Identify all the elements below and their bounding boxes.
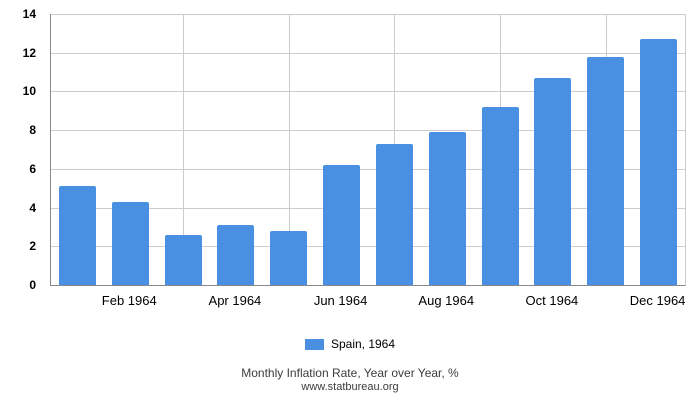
- legend-label: Spain, 1964: [330, 337, 396, 351]
- legend: Spain, 1964: [0, 337, 700, 351]
- bar-mar-1964: [164, 234, 202, 285]
- plot-area: [50, 14, 686, 286]
- y-axis-label: 14: [22, 7, 36, 21]
- gridline-horizontal: [51, 246, 685, 248]
- y-axis: 0 2 4 6 8 10 12 14: [0, 8, 44, 291]
- gridline-horizontal: [51, 91, 685, 93]
- x-axis-label: Aug 1964: [418, 293, 475, 308]
- chart-title: Monthly Inflation Rate, Year over Year, …: [241, 366, 459, 380]
- gridline-horizontal: [51, 130, 685, 132]
- x-axis-label: Feb 1964: [101, 293, 157, 308]
- gridline-vertical: [288, 14, 290, 285]
- bar-sep-1964: [481, 106, 519, 285]
- x-axis-label: Oct 1964: [525, 293, 579, 308]
- x-axis-label: Apr 1964: [208, 293, 262, 308]
- bar-jun-1964: [323, 165, 361, 285]
- bar-nov-1964: [587, 56, 625, 285]
- gridline-horizontal: [51, 168, 685, 170]
- bar-jan-1964: [58, 186, 96, 285]
- y-axis-label: 6: [29, 161, 36, 176]
- gridline-horizontal: [51, 14, 685, 15]
- bar-feb-1964: [111, 201, 149, 285]
- y-axis-label: 4: [29, 200, 36, 215]
- y-axis-label: 2: [29, 239, 36, 254]
- gridline-horizontal: [51, 52, 685, 54]
- bar-may-1964: [270, 230, 308, 285]
- bar-jul-1964: [375, 143, 413, 285]
- y-axis-label: 0: [29, 278, 36, 292]
- y-axis-label: 12: [22, 45, 36, 60]
- gridline-vertical: [183, 14, 185, 285]
- gridline-horizontal: [51, 207, 685, 209]
- x-axis-label: Dec 1964: [629, 293, 686, 308]
- bar-apr-1964: [217, 225, 255, 285]
- bar-aug-1964: [428, 132, 466, 285]
- bar-oct-1964: [534, 77, 572, 285]
- x-axis: Feb 1964 Apr 1964 Jun 1964 Aug 1964 Oct 1964…: [50, 291, 686, 309]
- y-axis-label: 8: [29, 123, 36, 138]
- bar-dec-1964: [640, 39, 678, 285]
- chart-source-url: www.statbureau.org: [301, 381, 399, 393]
- legend-swatch: [304, 338, 324, 350]
- x-axis-label: Jun 1964: [313, 293, 368, 308]
- y-axis-label: 10: [22, 84, 36, 99]
